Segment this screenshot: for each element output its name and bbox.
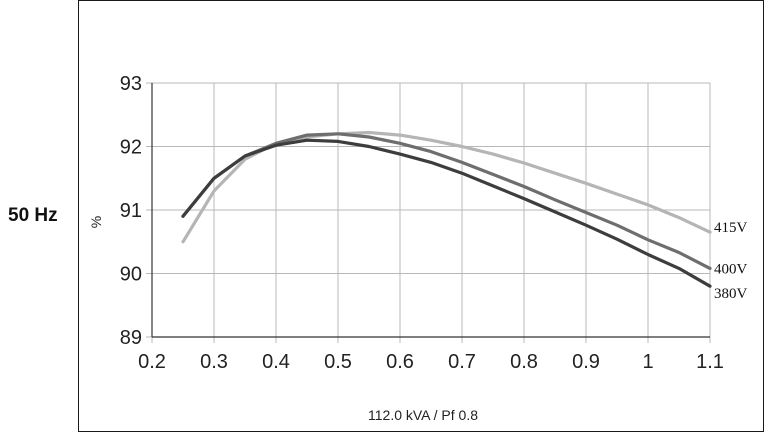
x-tick-label: 0.4 (262, 351, 290, 373)
frequency-label: 50 Hz (8, 205, 58, 226)
y-tick-label: 90 (120, 264, 142, 286)
label-layer: 415V 400V 380V (714, 220, 748, 302)
y-tick-label: 91 (120, 200, 142, 222)
y-tick-label: 92 (120, 137, 142, 159)
x-tick-label: 0.8 (510, 351, 538, 373)
x-tick-label: 0.9 (572, 351, 600, 373)
series-label-415v: 415V (714, 220, 748, 236)
series-layer (181, 130, 712, 288)
x-tick-label: 0.3 (200, 351, 228, 373)
x-tick-label: 1 (642, 351, 653, 373)
y-tick-label: 89 (120, 327, 142, 349)
y-tick-label: 93 (120, 73, 142, 95)
axis-layer: 0.2 0.3 0.4 0.5 0.6 0.7 0.8 0.9 1 1.1 89 90 91 92 93 (120, 73, 724, 373)
x-tick-label: 0.5 (324, 351, 352, 373)
x-tick-label: 0.2 (138, 351, 166, 373)
x-tick-label: 1.1 (696, 351, 724, 373)
series-label-380v: 380V (714, 286, 748, 302)
y-axis-label: % (88, 216, 104, 228)
x-axis-label: 112.0 kVA / Pf 0.8 (368, 407, 478, 423)
series-line-400v (181, 132, 712, 270)
chart-frame (78, 0, 764, 432)
grid-layer (146, 82, 711, 343)
series-line-380v (181, 138, 712, 288)
x-tick-label: 0.6 (386, 351, 414, 373)
series-label-400v: 400V (714, 261, 748, 277)
x-tick-label: 0.7 (448, 351, 476, 373)
